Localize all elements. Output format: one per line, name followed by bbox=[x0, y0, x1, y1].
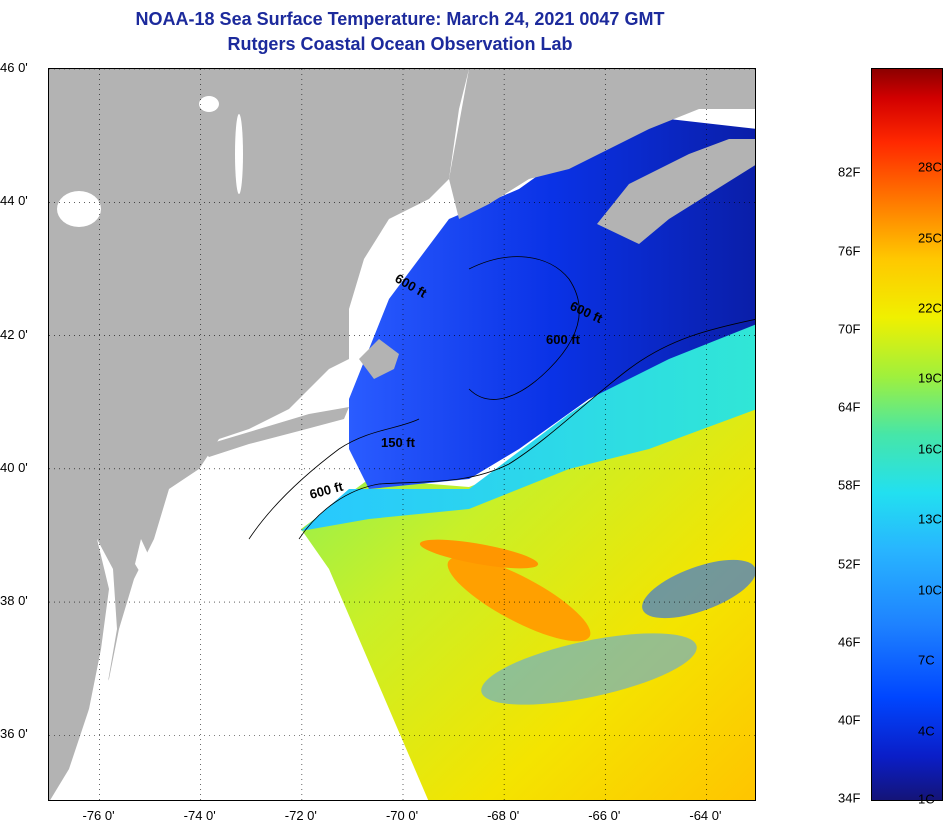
map-title: NOAA-18 Sea Surface Temperature: March 2… bbox=[135, 9, 665, 29]
contour-label: 150 ft bbox=[381, 435, 416, 450]
colorbar-fahrenheit-label: 46F bbox=[838, 634, 861, 650]
land-cape-cod bbox=[359, 339, 399, 379]
latitude-label: 36 0' bbox=[0, 726, 28, 742]
longitude-label: -70 0' bbox=[385, 808, 419, 823]
land-nova-scotia bbox=[597, 139, 755, 244]
colorbar-fahrenheit-label: 58F bbox=[838, 477, 861, 493]
latitude-label: 46 0' bbox=[0, 60, 28, 75]
colorbar-fahrenheit-label: 76F bbox=[838, 243, 861, 259]
longitude-label: -68 0' bbox=[487, 808, 520, 823]
colorbar-fahrenheit-label: 34F bbox=[838, 790, 861, 806]
longitude-label: -74 0' bbox=[183, 808, 216, 823]
colorbar-celsius-label: 13C bbox=[918, 511, 942, 527]
colorbar-celsius-label: 7C bbox=[918, 652, 935, 668]
colorbar-celsius-label: 19C bbox=[918, 370, 942, 386]
colorbar-fahrenheit-label: 70F bbox=[838, 321, 861, 337]
warm-eddy-2 bbox=[419, 539, 539, 569]
latitude-label: 42 0' bbox=[0, 326, 28, 342]
cool-patch bbox=[481, 633, 697, 705]
chesapeake-bay bbox=[79, 539, 117, 769]
lake-champlain bbox=[235, 114, 243, 194]
colorbar-fahrenheit-label: 82F bbox=[838, 164, 861, 180]
colorbar-celsius-label: 4C bbox=[918, 723, 935, 739]
land-new-england bbox=[449, 69, 755, 219]
land-mainland bbox=[49, 69, 469, 800]
colorbar-celsius-label: 28C bbox=[918, 159, 942, 175]
colorbar-fahrenheit-label: 52F bbox=[838, 556, 861, 572]
lake-2 bbox=[57, 191, 101, 227]
sst-map-svg: 600 ft 600 ft 600 ft 150 ft 600 ft bbox=[49, 69, 755, 800]
longitude-label: -72 0' bbox=[284, 808, 317, 823]
delaware-bay bbox=[135, 539, 155, 584]
sst-map: 600 ft 600 ft 600 ft 150 ft 600 ft bbox=[48, 68, 756, 801]
colorbar-celsius-label: 22C bbox=[918, 300, 942, 316]
map-subtitle: Rutgers Coastal Ocean Observation Lab bbox=[227, 34, 573, 54]
temperature-colorbar bbox=[871, 68, 943, 801]
colorbar-celsius-label: 1C bbox=[918, 791, 935, 807]
longitude-label: -66 0' bbox=[588, 808, 621, 823]
latitude-label: 44 0' bbox=[0, 193, 28, 209]
colorbar-celsius-label: 16C bbox=[918, 441, 942, 457]
contour-150ft-line bbox=[248, 418, 420, 540]
contour-label: 600 ft bbox=[546, 332, 581, 347]
bathymetry-contours bbox=[248, 256, 755, 540]
latitude-label: 40 0' bbox=[0, 459, 28, 475]
land-long-island bbox=[199, 407, 349, 457]
lake-1 bbox=[199, 96, 219, 112]
cool-patch-2 bbox=[642, 559, 755, 619]
colorbar-celsius-label: 10C bbox=[918, 582, 942, 598]
longitude-label: -64 0' bbox=[689, 808, 722, 823]
colorbar-fahrenheit-label: 64F bbox=[838, 399, 861, 415]
latitude-label: 38 0' bbox=[0, 593, 28, 609]
warm-eddy bbox=[447, 556, 591, 642]
contour-600ft-line bbox=[298, 319, 755, 540]
colorbar-fahrenheit-label: 40F bbox=[838, 712, 861, 728]
longitude-label: -76 0' bbox=[82, 808, 115, 823]
contour-gulf-maine bbox=[468, 256, 580, 400]
colorbar-celsius-label: 25C bbox=[918, 230, 942, 246]
grid-lines bbox=[49, 69, 755, 800]
